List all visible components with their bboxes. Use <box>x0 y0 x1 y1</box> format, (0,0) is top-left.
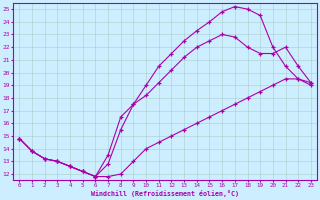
X-axis label: Windchill (Refroidissement éolien,°C): Windchill (Refroidissement éolien,°C) <box>91 190 239 197</box>
